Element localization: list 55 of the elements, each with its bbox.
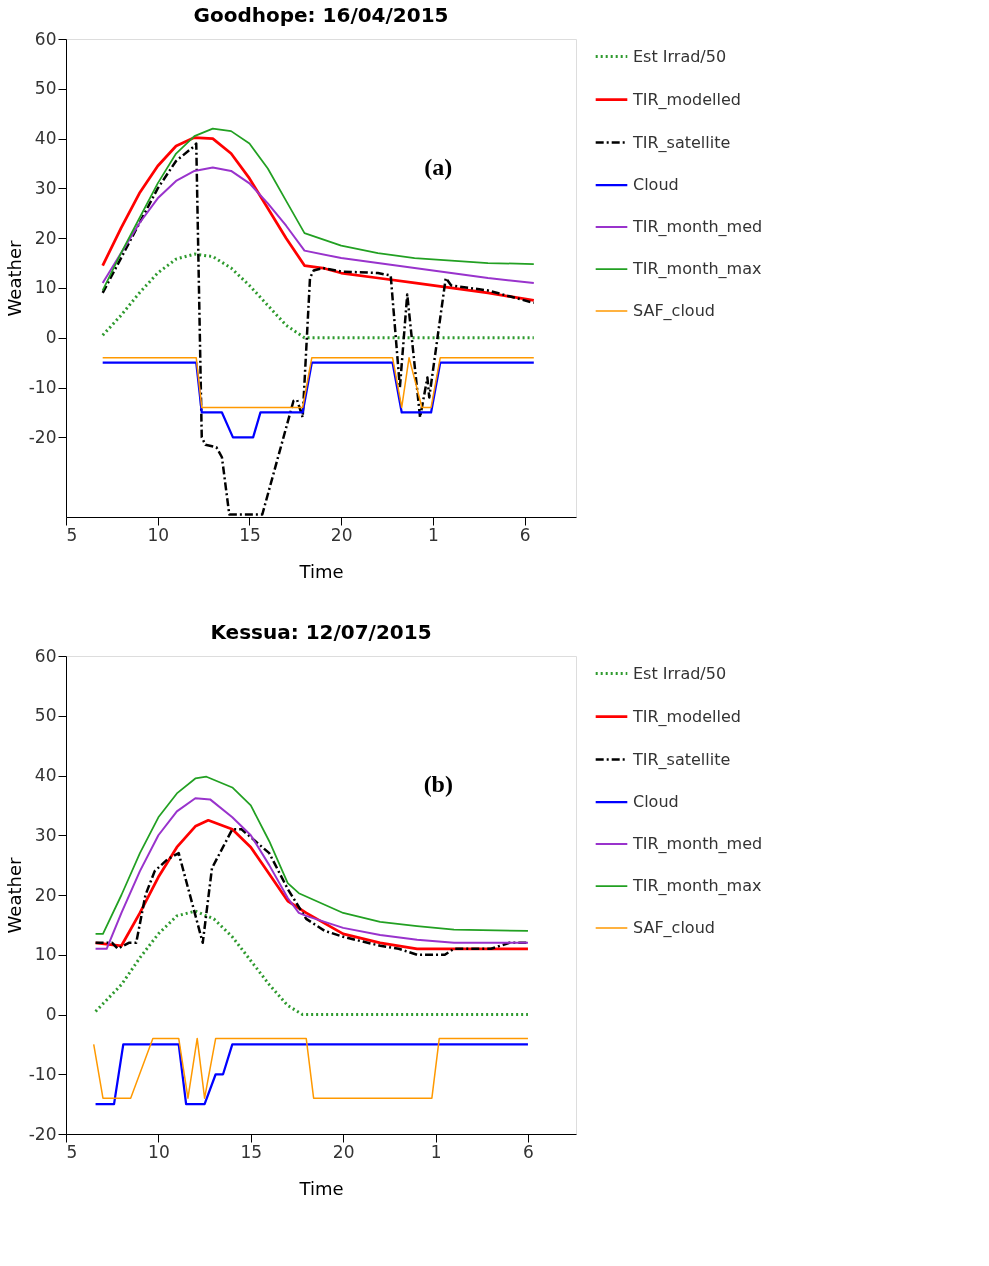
x-tick-label: 10: [147, 524, 170, 545]
line-series: [94, 775, 529, 935]
x-tick-label: 15: [239, 524, 261, 545]
y-tick-label: 50: [34, 705, 57, 726]
x-tick-label: 1: [427, 524, 439, 545]
x-axis-title: Time: [298, 560, 344, 582]
y-tick-label: 60: [34, 645, 57, 666]
legend-label: TIR_month_max: [632, 259, 762, 279]
x-tick-label: 20: [332, 1141, 355, 1162]
annotation: (b): [423, 771, 453, 798]
legend-label: TIR_month_med: [632, 217, 763, 237]
y-tick-label: -10: [28, 377, 57, 398]
line-series: [101, 252, 536, 340]
legend-label: SAF_cloud: [633, 918, 715, 938]
x-tick-label: 5: [66, 1141, 78, 1162]
y-axis-title: Weather: [3, 240, 25, 317]
legend-label: TIR_satellite: [632, 749, 731, 770]
legend-label: SAF_cloud: [633, 301, 715, 321]
y-tick-label: 30: [34, 824, 57, 845]
y-tick-label: -20: [28, 426, 57, 447]
legend-label: Est Irrad/50: [633, 663, 727, 683]
y-tick-label: 20: [34, 227, 57, 248]
legend-label: Cloud: [633, 792, 679, 811]
y-tick-label: 10: [34, 944, 57, 965]
y-tick-label: 30: [34, 177, 57, 198]
y-tick-label: 10: [34, 277, 57, 298]
y-tick-label: -20: [28, 1123, 57, 1144]
x-tick-label: 10: [148, 1141, 170, 1162]
legend-label: TIR_month_med: [632, 834, 763, 854]
y-tick-label: 40: [34, 128, 57, 149]
x-tick-label: 15: [240, 1141, 263, 1162]
legend-label: TIR_modelled: [632, 706, 741, 727]
y-tick-label: -10: [28, 1063, 57, 1084]
legend-label: TIR_month_max: [632, 876, 762, 896]
legend-label: TIR_satellite: [632, 132, 731, 153]
legend-label: Cloud: [633, 175, 679, 194]
y-axis-title: Weather: [3, 857, 25, 934]
y-tick-label: 60: [34, 28, 57, 49]
x-tick-label: 6: [519, 524, 531, 545]
x-tick-label: 6: [523, 1141, 534, 1162]
y-tick-label: 20: [34, 884, 57, 905]
y-tick-label: 50: [34, 78, 57, 99]
annotation: (a): [424, 154, 453, 181]
chart-title: Kessua: 12/07/2015: [210, 620, 432, 644]
x-tick-label: 5: [66, 524, 78, 545]
y-tick-label: 0: [45, 327, 57, 348]
chart-title: Goodhope: 16/04/2015: [193, 3, 449, 27]
x-tick-label: 1: [430, 1141, 442, 1162]
y-tick-label: 0: [45, 1004, 57, 1024]
legend-label: Est Irrad/50: [633, 46, 727, 66]
line-series: [94, 909, 530, 1016]
y-tick-label: 40: [34, 765, 57, 785]
x-tick-label: 20: [330, 524, 353, 545]
legend-label: TIR_modelled: [632, 89, 741, 110]
x-axis-title: Time: [298, 1177, 344, 1199]
